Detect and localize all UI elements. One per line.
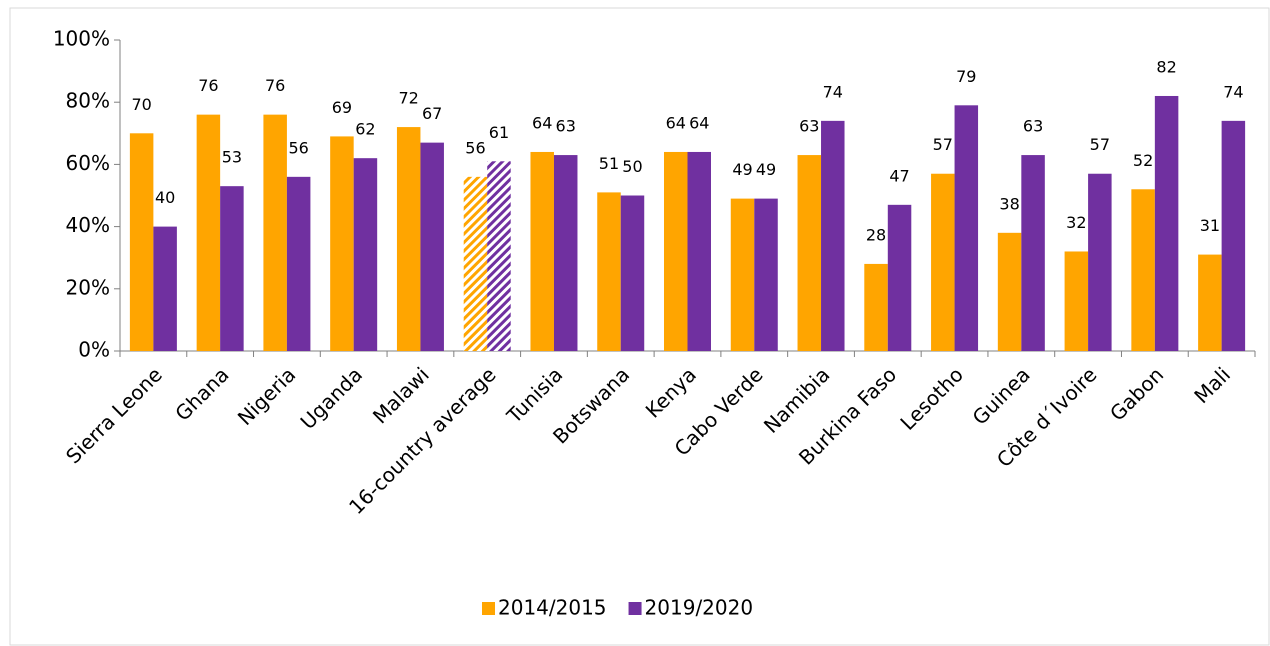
chart-frame: [9, 7, 1270, 646]
bar: [487, 161, 511, 351]
legend-label: 2019/2020: [645, 596, 754, 620]
data-label: 47: [889, 166, 909, 185]
legend-label: 2014/2015: [498, 596, 607, 620]
data-label: 69: [332, 98, 352, 117]
data-label: 61: [489, 123, 509, 142]
data-label: 63: [556, 117, 576, 136]
bar: [997, 232, 1022, 351]
data-label: 82: [1156, 57, 1176, 76]
bar: [420, 142, 444, 351]
y-tick-label: 60%: [66, 151, 110, 175]
legend-swatch: [482, 602, 495, 615]
data-label: 67: [422, 104, 442, 123]
data-label: 76: [198, 76, 218, 95]
data-label: 79: [956, 67, 976, 86]
bar: [330, 136, 354, 351]
x-tick-label: Mali: [1189, 362, 1235, 408]
bar: [730, 198, 755, 351]
data-label: 49: [756, 160, 776, 179]
data-label: 52: [1133, 151, 1153, 170]
bar: [263, 114, 287, 351]
bar: [153, 226, 177, 351]
bar: [664, 151, 688, 351]
data-label: 63: [1023, 117, 1043, 136]
bar: [1198, 254, 1222, 351]
x-tick-label: Uganda: [296, 362, 368, 434]
x-tick-label: Kenya: [641, 362, 701, 422]
x-tick-label: Tunisia: [501, 362, 567, 428]
data-label: 38: [999, 194, 1019, 213]
y-tick-label: 100%: [53, 27, 110, 51]
bar: [463, 176, 488, 351]
data-label: 64: [689, 113, 709, 132]
data-label: 57: [1090, 135, 1110, 154]
bar: [1088, 173, 1112, 351]
data-label: 28: [866, 225, 886, 244]
bar: [129, 133, 154, 351]
bar: [754, 198, 778, 351]
bar: [597, 192, 621, 351]
x-tick-label: Nigeria: [233, 362, 301, 430]
x-tick-label: Sierra Leone: [61, 362, 167, 468]
data-label: 56: [465, 138, 485, 157]
bar: [797, 155, 822, 351]
bar: [687, 151, 711, 351]
bar: [1221, 120, 1246, 351]
bar: [530, 151, 554, 351]
data-label: 57: [933, 135, 953, 154]
data-label: 62: [355, 120, 375, 139]
x-tick-label: Lesotho: [895, 362, 967, 434]
x-tick-label: Ghana: [170, 362, 233, 425]
data-label: 53: [222, 148, 242, 167]
bar: [196, 114, 221, 351]
bar: [286, 176, 311, 351]
data-label: 40: [155, 188, 175, 207]
data-label: 32: [1066, 213, 1086, 232]
y-tick-label: 0%: [78, 338, 110, 362]
bar: [931, 173, 955, 351]
data-label: 74: [1223, 82, 1243, 101]
data-label: 76: [265, 76, 285, 95]
x-tick-label: Guinea: [968, 362, 1035, 429]
x-tick-label: Gabon: [1105, 362, 1168, 425]
data-label: 50: [622, 157, 642, 176]
bar: [620, 195, 645, 351]
bar: [887, 204, 912, 351]
data-label: 31: [1200, 216, 1220, 235]
bar: [821, 120, 845, 351]
bar: [396, 127, 421, 351]
bar: [220, 186, 244, 351]
data-label: 74: [823, 82, 843, 101]
legend-swatch: [628, 602, 642, 615]
data-label: 72: [399, 89, 419, 108]
data-label: 64: [666, 113, 686, 132]
bar: [1064, 251, 1089, 351]
x-tick-label: Malawi: [368, 362, 434, 428]
y-tick-label: 80%: [66, 89, 110, 113]
bar: [864, 263, 888, 351]
data-label: 64: [532, 113, 552, 132]
data-label: 51: [599, 154, 619, 173]
bar: [553, 155, 578, 351]
data-label: 70: [131, 95, 151, 114]
bar: [1154, 95, 1179, 351]
bar: [1021, 155, 1045, 351]
y-tick-label: 20%: [66, 275, 110, 299]
data-label: 56: [288, 138, 308, 157]
data-label: 63: [799, 117, 819, 136]
data-label: 49: [732, 160, 752, 179]
bar: [954, 105, 979, 351]
bar: [353, 158, 378, 351]
bar: [1131, 189, 1155, 351]
y-tick-label: 40%: [66, 213, 110, 237]
